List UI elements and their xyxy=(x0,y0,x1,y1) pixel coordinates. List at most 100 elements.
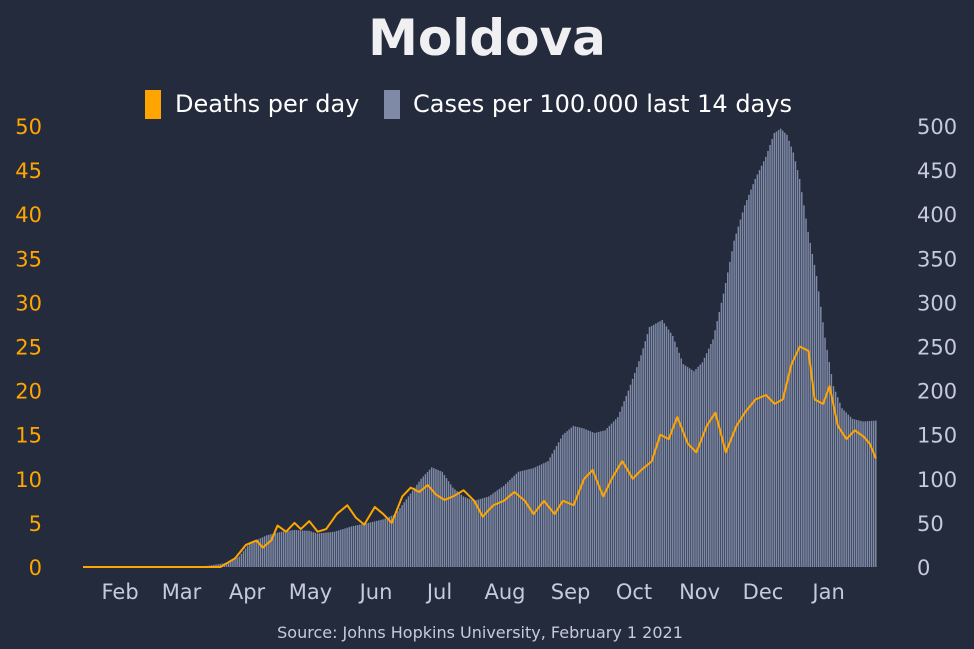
cases-bar xyxy=(856,419,858,567)
cases-bar xyxy=(585,429,587,567)
cases-bar xyxy=(653,324,655,567)
cases-bar xyxy=(595,432,598,567)
cases-bar xyxy=(581,428,583,567)
cases-bar xyxy=(786,134,788,567)
cases-bar xyxy=(710,344,712,567)
cases-bar xyxy=(574,426,577,567)
cases-bar xyxy=(743,205,746,567)
x-tick-label: Sep xyxy=(551,580,591,604)
cases-bar xyxy=(860,420,862,567)
cases-bar xyxy=(684,365,687,567)
cases-bar xyxy=(716,321,718,567)
cases-bar xyxy=(246,545,249,567)
y-axis-left: 0 5 10 15 20 25 30 35 40 45 50 xyxy=(15,115,42,580)
deaths-line xyxy=(83,345,877,568)
cases-bar xyxy=(454,489,456,567)
cases-bar xyxy=(272,533,274,567)
cases-bar xyxy=(494,491,496,567)
cases-bar xyxy=(737,226,740,568)
cases-bar xyxy=(337,530,340,567)
cases-bar xyxy=(416,484,418,567)
cases-bar xyxy=(868,421,871,567)
cases-bar xyxy=(253,541,255,567)
cases-bar xyxy=(735,233,737,567)
cases-bar xyxy=(289,530,291,567)
cases-bar xyxy=(839,402,841,567)
cases-bar xyxy=(724,283,727,567)
cases-bar xyxy=(316,533,319,567)
cases-bar xyxy=(807,231,809,567)
cases-bar xyxy=(255,540,257,567)
cases-bar xyxy=(276,532,279,567)
cases-bar xyxy=(849,416,852,567)
cases-bar xyxy=(606,428,608,567)
cases-bar xyxy=(872,420,875,567)
cases-bar xyxy=(746,200,748,567)
cases-bar xyxy=(729,261,731,567)
cases-bar xyxy=(820,306,822,567)
cases-bar xyxy=(672,335,674,567)
cases-bar xyxy=(536,466,539,567)
cases-bar xyxy=(676,347,678,567)
cases-bar xyxy=(697,366,699,567)
y-tick-label-right: 500 xyxy=(917,115,957,139)
cases-bar xyxy=(251,542,253,567)
cases-bar xyxy=(526,469,528,567)
cases-bar xyxy=(375,520,378,567)
cases-bar xyxy=(471,499,473,567)
cases-bar xyxy=(843,410,845,567)
cases-bar xyxy=(875,420,877,567)
cases-bar xyxy=(524,470,526,567)
cases-bar xyxy=(862,421,864,567)
cases-bar xyxy=(782,130,784,567)
cases-bar xyxy=(414,487,416,567)
cases-bar xyxy=(323,532,325,567)
cases-bar xyxy=(589,431,592,567)
cases-bar xyxy=(534,467,537,567)
cases-bar xyxy=(479,498,482,567)
source-note: Source: Johns Hopkins University, Februa… xyxy=(277,623,683,642)
y-tick-label-left: 10 xyxy=(15,468,42,492)
cases-bar xyxy=(784,132,786,567)
x-tick-label: Mar xyxy=(162,580,202,604)
cases-bar xyxy=(750,189,752,567)
cases-bar xyxy=(308,530,310,567)
cases-bar xyxy=(805,218,807,568)
cases-bar xyxy=(530,468,532,567)
cases-bar xyxy=(473,500,475,567)
cases-bar xyxy=(293,529,295,567)
cases-bar xyxy=(344,528,346,567)
legend: Deaths per day Cases per 100.000 last 14… xyxy=(145,90,792,119)
cases-bar xyxy=(363,523,365,567)
cases-bar xyxy=(466,498,469,567)
cases-bar xyxy=(386,517,389,567)
cases-bar xyxy=(244,548,247,567)
cases-bar xyxy=(422,476,424,567)
cases-bar xyxy=(365,523,367,567)
cases-bar xyxy=(361,524,363,567)
cases-bar xyxy=(392,514,395,567)
cases-bar xyxy=(714,330,716,567)
y-tick-label-right: 400 xyxy=(917,203,957,227)
x-axis: Feb Mar Apr May Jun Jul Aug Sep Oct Nov Dec Jan xyxy=(102,580,845,604)
cases-bar xyxy=(238,556,241,567)
y-tick-label-left: 5 xyxy=(29,512,42,536)
cases-bar xyxy=(659,321,661,567)
cases-bar xyxy=(845,412,847,567)
cases-bar xyxy=(378,520,380,567)
cases-bar xyxy=(430,467,433,567)
cases-bar xyxy=(870,420,873,567)
cases-bars xyxy=(185,128,877,568)
cases-bar xyxy=(682,364,685,567)
cases-bar xyxy=(547,461,549,567)
cases-bar xyxy=(409,493,412,567)
cases-bar xyxy=(718,311,721,567)
cases-bar xyxy=(481,498,484,567)
cases-bar xyxy=(492,493,494,567)
cases-bar xyxy=(234,558,236,567)
cases-bar xyxy=(469,499,471,567)
cases-bar xyxy=(841,408,843,567)
cases-bar xyxy=(722,293,725,567)
y-tick-label-left: 40 xyxy=(15,203,42,227)
cases-bar xyxy=(790,146,792,567)
